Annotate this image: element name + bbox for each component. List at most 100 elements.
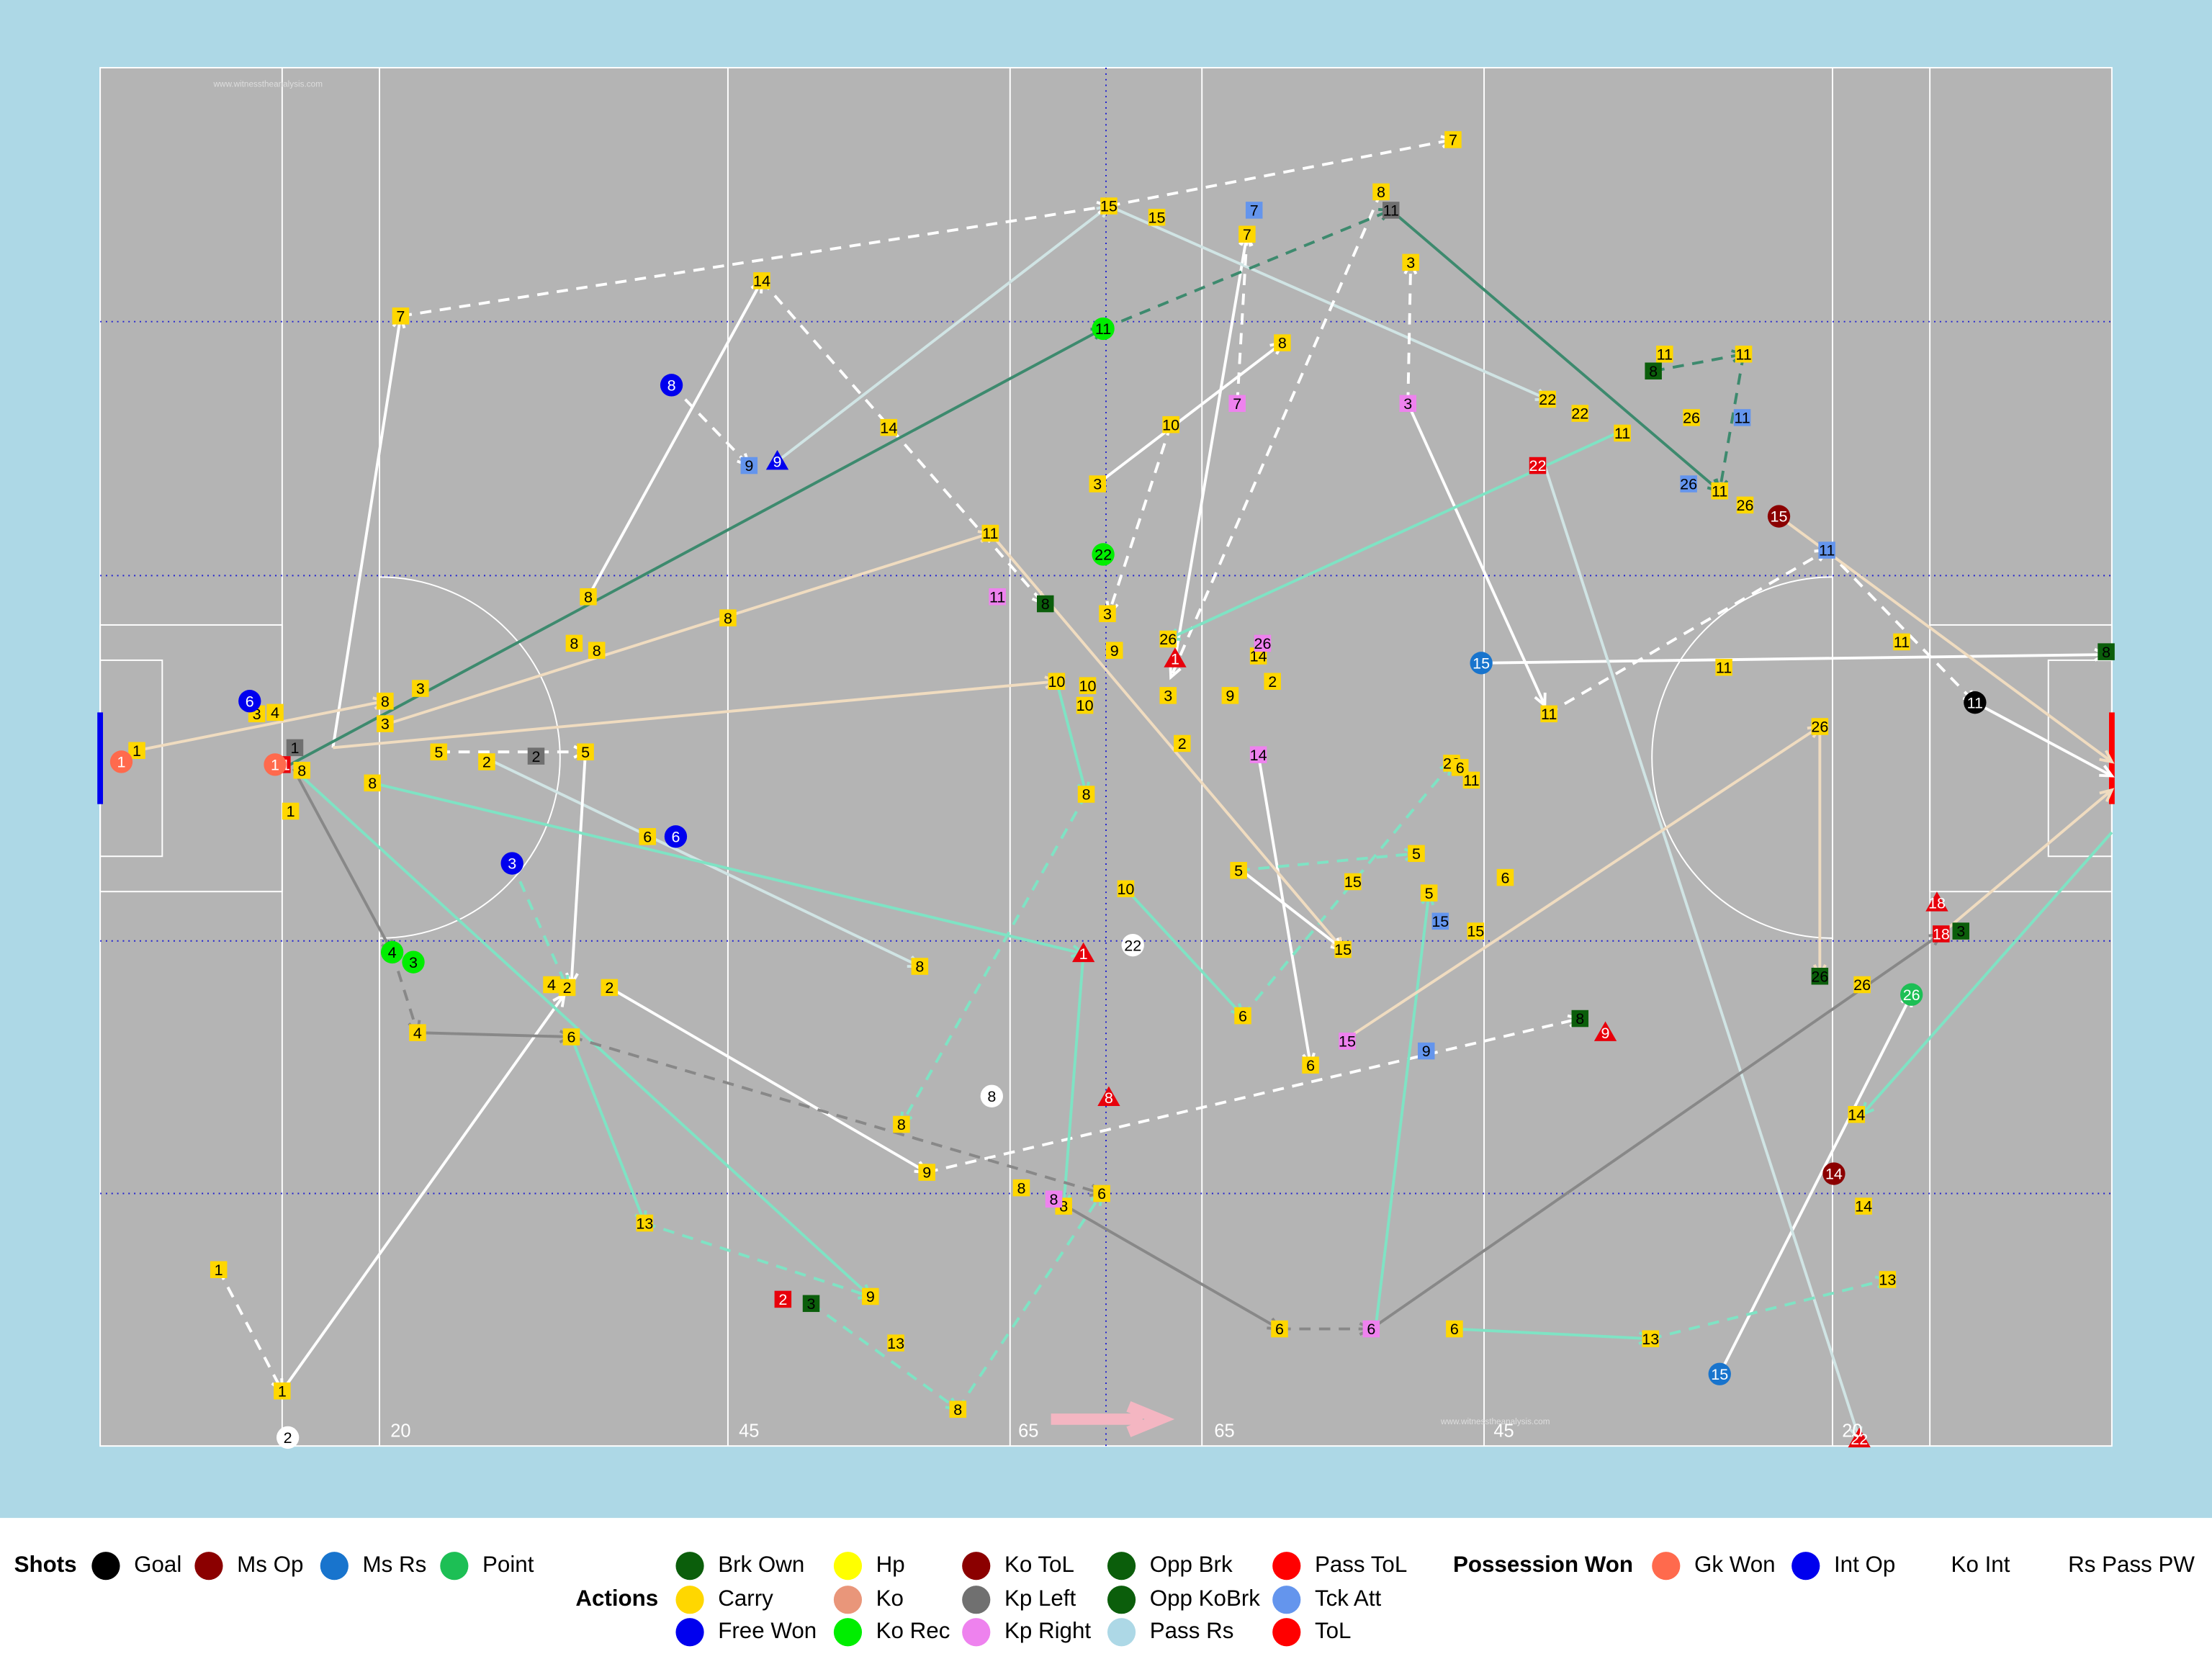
marker-label: 22	[1851, 1430, 1868, 1448]
marker-circle	[1470, 652, 1493, 675]
arrow-line	[1861, 831, 2113, 1116]
marker-square	[1680, 475, 1697, 493]
marker-label: 1	[1079, 945, 1088, 963]
marker-circle	[276, 1426, 300, 1449]
marker-square	[1254, 634, 1272, 652]
marker-circle	[664, 825, 688, 848]
marker-label: 6	[1238, 1007, 1247, 1025]
marker-label: 6	[1306, 1056, 1315, 1074]
arrow-head	[2099, 750, 2115, 764]
arrow-line	[570, 752, 588, 985]
marker-square	[1496, 868, 1514, 886]
marker-label: 8	[1105, 1089, 1113, 1107]
marker-label: 2	[531, 747, 540, 765]
arrow-line	[1238, 852, 1417, 872]
arrow-line	[1256, 754, 1313, 1066]
marker-label: 3	[807, 1295, 816, 1313]
marker-square	[1733, 409, 1751, 426]
marker-label: 14	[1848, 1105, 1865, 1123]
legend-swatch	[833, 1586, 863, 1614]
marker-square	[1372, 183, 1390, 201]
marker-triangle	[1593, 1021, 1617, 1041]
marker-square	[802, 1295, 820, 1313]
marker-square	[862, 1287, 879, 1305]
marker-label: 4	[388, 943, 397, 961]
marker-label: 22	[1094, 546, 1112, 564]
marker-square	[1408, 845, 1425, 863]
legend-label: Gk Won	[1694, 1552, 1776, 1577]
marker-square	[1399, 395, 1417, 413]
arrow-line	[1547, 549, 1828, 716]
marker-square	[1302, 1056, 1319, 1074]
marker-square	[478, 753, 495, 770]
marker-square	[1077, 786, 1095, 803]
arrow-line	[1107, 424, 1172, 614]
marker-triangle	[1848, 1427, 1871, 1448]
marker-label: 26	[1903, 986, 1920, 1004]
arrow-line	[1718, 994, 1913, 1375]
marker-label: 26	[1254, 634, 1271, 652]
marker-square	[1249, 746, 1267, 763]
arrow-line	[1390, 209, 1721, 493]
legend-swatch	[2026, 1552, 2054, 1581]
legend-swatch	[675, 1618, 704, 1647]
marker-label: 14	[753, 272, 770, 290]
marker-label: 7	[1243, 225, 1251, 243]
legend-label: Point	[482, 1552, 534, 1577]
marker-label: 2	[482, 753, 491, 771]
marker-label: 1	[271, 756, 279, 774]
marker-square	[1540, 705, 1557, 723]
marker-circle	[1121, 933, 1144, 957]
marker-square	[1683, 409, 1700, 426]
marker-label: 26	[1811, 967, 1828, 985]
marker-square	[1274, 334, 1291, 351]
marker-circle	[1092, 317, 1115, 341]
marker-square	[1571, 405, 1589, 422]
marker-label: 6	[246, 692, 254, 710]
goal-right	[2108, 712, 2115, 804]
marker-square	[210, 1261, 228, 1279]
marker-label: 7	[396, 307, 405, 325]
marker-label: 26	[1737, 496, 1754, 514]
arrow-line	[1124, 887, 1244, 1017]
legend-label: Kp Left	[1004, 1586, 1076, 1611]
marker-square	[601, 979, 619, 997]
marker-label: 2	[284, 1429, 292, 1447]
marker-square	[1893, 633, 1910, 651]
marker-circle	[1092, 543, 1115, 566]
marker-label: 8	[1575, 1010, 1584, 1028]
legend-swatch	[962, 1552, 991, 1581]
marker-square	[1271, 1320, 1288, 1338]
arrow-line	[331, 315, 403, 748]
legend-swatch	[675, 1552, 704, 1581]
marker-square	[1048, 673, 1066, 691]
marker-square	[1117, 880, 1135, 898]
marker-label: 3	[1103, 605, 1112, 623]
marker-square	[588, 642, 606, 659]
legend-swatch	[1791, 1552, 1820, 1581]
marker-label: 8	[1017, 1179, 1025, 1197]
marker-label: 10	[1117, 880, 1134, 898]
marker-label: 15	[1334, 940, 1352, 958]
marker-label: 6	[1456, 758, 1465, 776]
marker-square	[1933, 925, 1950, 943]
direction-arrow	[1051, 1401, 1175, 1437]
marker-label: 8	[1377, 183, 1385, 201]
marker-square	[1853, 976, 1871, 994]
marker-square	[577, 743, 594, 760]
marker-square	[719, 609, 737, 626]
arrow-line	[400, 204, 1110, 318]
marker-label: 6	[1450, 1320, 1459, 1338]
marker-label: 15	[1467, 922, 1484, 940]
marker-square	[1012, 1179, 1030, 1197]
arrow-line	[372, 781, 1084, 956]
arrow-head	[1169, 664, 1182, 680]
arrow-line	[1543, 464, 1861, 1439]
marker-label: 3	[381, 715, 390, 733]
marker-square	[1417, 1042, 1435, 1060]
marker-label: 8	[593, 642, 601, 660]
marker-label: 11	[1712, 482, 1727, 500]
arrow-line	[587, 279, 763, 598]
legend-label: Ms Rs	[363, 1552, 427, 1577]
arrow-line	[1454, 1327, 1651, 1341]
